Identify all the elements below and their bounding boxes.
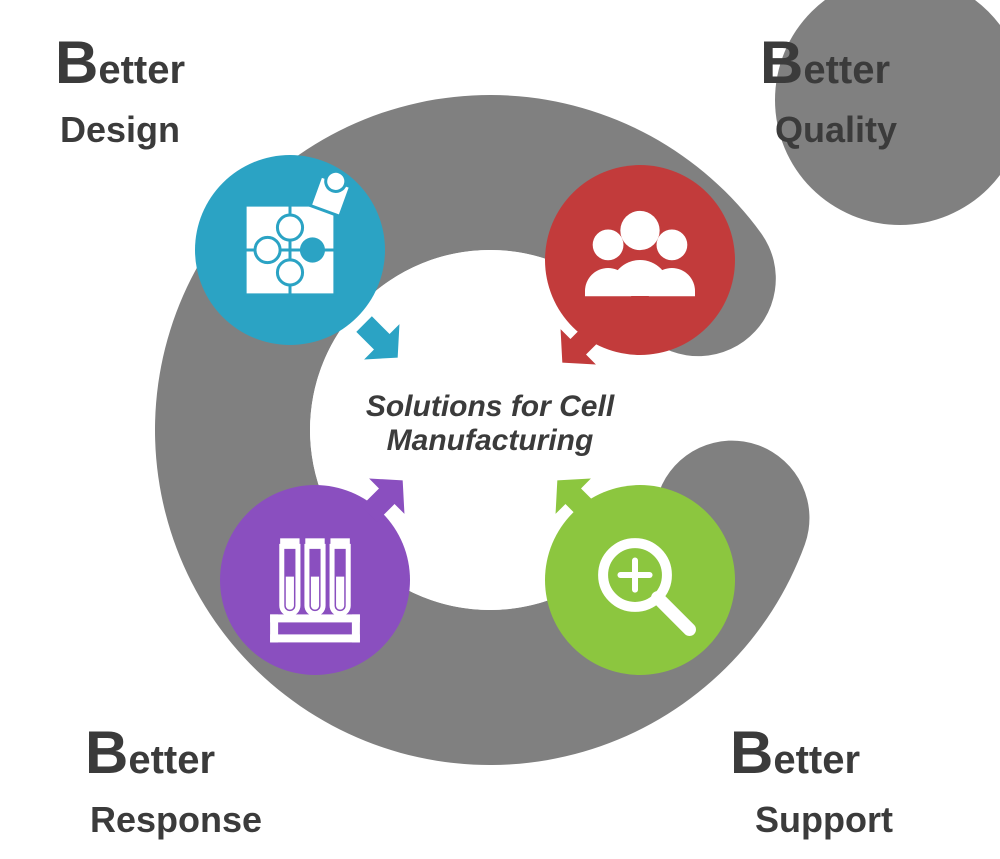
label-design-sub: Design xyxy=(60,110,180,150)
infographic-stage: Solutions for Cell Manufacturing Better D… xyxy=(0,0,1000,859)
center-line2: Manufacturing xyxy=(387,424,594,457)
label-sub-text: Response xyxy=(90,800,262,840)
label-bigB: B xyxy=(55,29,98,96)
label-quality: Better xyxy=(760,30,890,96)
label-sub-text: Design xyxy=(60,110,180,150)
label-quality-sub: Quality xyxy=(775,110,897,150)
node-quality xyxy=(545,165,735,355)
label-response: Better xyxy=(85,720,215,786)
label-support: Better xyxy=(730,720,860,786)
label-response-sub: Response xyxy=(90,800,262,840)
label-rest: etter xyxy=(98,48,185,92)
label-support-sub: Support xyxy=(755,800,893,840)
label-bigB: B xyxy=(760,29,803,96)
label-sub-text: Support xyxy=(755,800,893,840)
label-rest: etter xyxy=(773,738,860,782)
label-bigB: B xyxy=(730,719,773,786)
node-support xyxy=(545,485,735,675)
center-caption: Solutions for Cell Manufacturing xyxy=(320,390,660,458)
label-rest: etter xyxy=(803,48,890,92)
label-rest: etter xyxy=(128,738,215,782)
label-design: Better xyxy=(55,30,185,96)
center-line1: Solutions for Cell xyxy=(366,390,614,423)
node-design xyxy=(195,155,385,345)
label-bigB: B xyxy=(85,719,128,786)
label-sub-text: Quality xyxy=(775,110,897,150)
